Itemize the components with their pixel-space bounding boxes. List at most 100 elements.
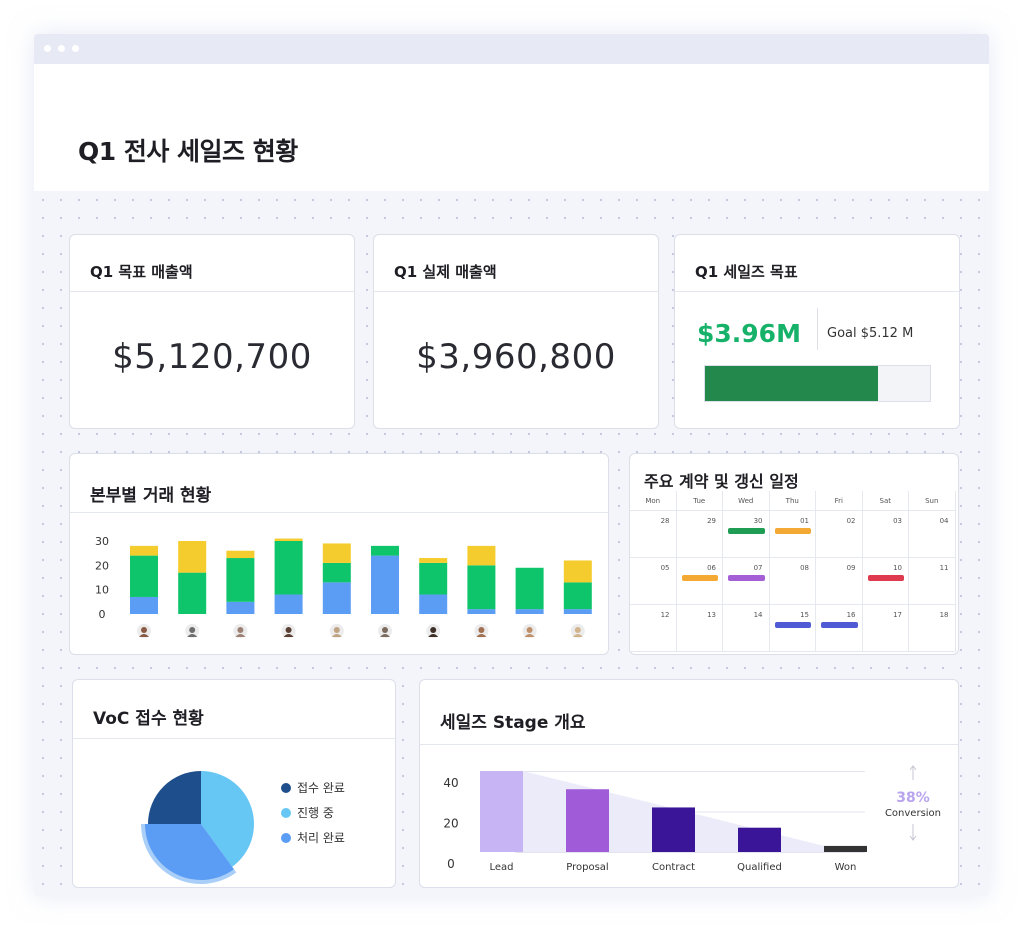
stage-bar[interactable] [480, 771, 523, 852]
y-tick-label: 10 [95, 584, 109, 597]
stacked-bar-segment[interactable] [515, 609, 544, 614]
calendar-day-header: Wed [723, 491, 770, 511]
stacked-bar-segment[interactable] [419, 562, 448, 595]
x-tick-label: Contract [652, 862, 695, 873]
calendar-day-cell[interactable]: 30 [723, 511, 770, 558]
stacked-bar-segment[interactable] [467, 565, 496, 610]
calendar-date: 03 [893, 517, 902, 525]
stacked-bar-segment[interactable] [371, 545, 399, 556]
stacked-bar-segment[interactable] [226, 601, 255, 614]
avatar-body-icon [476, 634, 487, 637]
window-dot[interactable] [58, 45, 65, 52]
stacked-bar-segment[interactable] [371, 555, 399, 614]
dashboard-window: Q1 전사 세일즈 현황 Q1 목표 매출액 $5,120,700 Q1 실제 … [34, 34, 989, 896]
stacked-bar-segment[interactable] [178, 572, 207, 614]
card-divider [70, 512, 608, 513]
stage-bar[interactable] [566, 789, 609, 852]
kpi-goal-card[interactable]: Q1 세일즈 목표 $3.96M Goal $5.12 M [674, 234, 960, 429]
calendar-day-cell[interactable]: 09 [816, 558, 863, 605]
legend-item: 접수 완료 [281, 779, 345, 796]
stacked-bar-segment[interactable] [563, 609, 592, 614]
calendar-event[interactable] [774, 622, 811, 628]
stage-bar[interactable] [738, 827, 781, 852]
stacked-bar-segment[interactable] [274, 541, 303, 595]
calendar-day-cell[interactable]: 18 [909, 605, 956, 652]
window-dot[interactable] [44, 45, 51, 52]
stacked-bar-segment[interactable] [130, 555, 158, 597]
stacked-bar-segment[interactable] [419, 594, 448, 614]
voc-card[interactable]: VoC 접수 현황 접수 완료 진행 중 처리 완료 [72, 679, 396, 888]
legend-dot-icon [281, 833, 291, 843]
calendar-event[interactable] [774, 528, 811, 534]
window-dot[interactable] [72, 45, 79, 52]
stacked-bar-segment[interactable] [515, 567, 544, 610]
calendar-day-cell[interactable]: 06 [676, 558, 723, 605]
calendar-day-cell[interactable]: 13 [676, 605, 723, 652]
stacked-bar-segment[interactable] [130, 596, 158, 614]
sales-stage-card[interactable]: 세일즈 Stage 개요 0 20 40 Lead Proposal Contract Qu… [419, 679, 959, 888]
pie-slice[interactable] [148, 771, 201, 824]
calendar-date: 06 [707, 564, 716, 572]
deals-chart-card[interactable]: 본부별 거래 현황 0 10 20 30 [69, 453, 609, 655]
stacked-bar-segment[interactable] [467, 609, 496, 614]
card-divider [73, 738, 395, 739]
stacked-bar-segment[interactable] [226, 558, 255, 602]
stacked-bar-segment[interactable] [130, 545, 158, 556]
avatar-face-icon [430, 627, 437, 633]
calendar-day-cell[interactable]: 04 [909, 511, 956, 558]
legend-item: 처리 완료 [281, 829, 345, 846]
calendar-day-cell[interactable]: 28 [630, 511, 677, 558]
stacked-bar-segment[interactable] [563, 560, 592, 583]
calendar-day-header: Fri [816, 491, 863, 511]
calendar-event[interactable] [681, 575, 718, 581]
calendar-day-cell[interactable]: 08 [769, 558, 816, 605]
kpi-actual-title: Q1 실제 매출액 [394, 263, 497, 281]
calendar-day-cell[interactable]: 14 [723, 605, 770, 652]
calendar-date: 15 [800, 611, 809, 619]
calendar-day-cell[interactable]: 02 [816, 511, 863, 558]
calendar-event[interactable] [728, 575, 765, 581]
stacked-bar-segment[interactable] [274, 538, 303, 541]
calendar-day-cell[interactable]: 12 [630, 605, 677, 652]
calendar-date: 01 [800, 517, 809, 525]
voc-title: VoC 접수 현황 [93, 709, 204, 729]
deals-stacked-bar-chart: 0 10 20 30 [95, 535, 592, 638]
stacked-bar-segment[interactable] [322, 582, 351, 614]
stacked-bar-segment[interactable] [322, 543, 351, 563]
calendar-date: 13 [707, 611, 716, 619]
stacked-bar-segment[interactable] [226, 550, 255, 559]
kpi-actual-card[interactable]: Q1 실제 매출액 $3,960,800 [373, 234, 659, 429]
pie-slice[interactable] [145, 824, 234, 880]
calendar-day-cell[interactable]: 29 [676, 511, 723, 558]
calendar-day-cell[interactable]: 11 [909, 558, 956, 605]
legend-item: 진행 중 [281, 804, 334, 821]
x-tick-label: Won [835, 862, 857, 873]
stage-bar[interactable] [652, 807, 695, 852]
stage-bar[interactable] [824, 845, 867, 852]
avatar-body-icon [380, 634, 390, 637]
calendar-day-header: Tue [676, 491, 723, 511]
calendar-day-cell[interactable]: 03 [862, 511, 909, 558]
calendar-event[interactable] [821, 622, 858, 628]
calendar-day-cell[interactable]: 17 [862, 605, 909, 652]
calendar-event[interactable] [867, 575, 904, 581]
calendar-card[interactable]: 주요 계약 및 갱신 일정 Mon Tue Wed Thu Fri Sat Sun 28 29 3… [629, 453, 959, 655]
kpi-target-card[interactable]: Q1 목표 매출액 $5,120,700 [69, 234, 355, 429]
avatar-face-icon [285, 627, 292, 633]
calendar-event[interactable] [728, 528, 765, 534]
calendar-day-cell[interactable]: 15 [769, 605, 816, 652]
stacked-bar-segment[interactable] [322, 562, 351, 583]
calendar-day-cell[interactable]: 01 [769, 511, 816, 558]
stacked-bar-segment[interactable] [178, 541, 207, 573]
stacked-bar-segment[interactable] [274, 594, 303, 614]
calendar-day-cell[interactable]: 05 [630, 558, 677, 605]
stacked-bar-segment[interactable] [419, 558, 448, 563]
calendar-day-cell[interactable]: 16 [816, 605, 863, 652]
stacked-bar-segment[interactable] [563, 582, 592, 610]
window-titlebar [34, 34, 989, 64]
x-tick-label: Qualified [737, 862, 782, 873]
stacked-bar-segment[interactable] [467, 545, 496, 566]
calendar-day-cell[interactable]: 10 [862, 558, 909, 605]
calendar-day-cell[interactable]: 07 [723, 558, 770, 605]
pie-slice[interactable] [201, 771, 254, 867]
